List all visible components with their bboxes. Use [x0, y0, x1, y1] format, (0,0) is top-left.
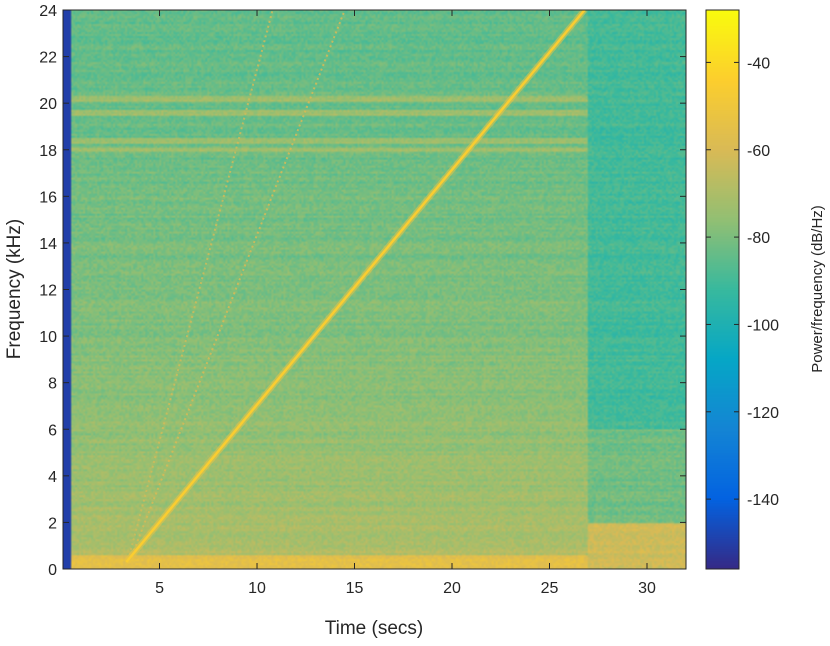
colorbar-tick-label: -80: [747, 230, 770, 247]
y-tick-label: 16: [39, 189, 57, 206]
y-tick-label: 0: [48, 562, 57, 579]
x-axis-ticks: 5 10 15 20 25 30: [155, 10, 656, 597]
y-tick-label: 8: [48, 376, 57, 393]
colorbar-label: Power/frequency (dB/Hz): [809, 205, 826, 373]
colorbar-frame: [705, 9, 740, 570]
x-tick-label: 10: [248, 580, 266, 597]
colorbar: -40 -60 -80 -100 -120 -140 Power/frequency (d…: [705, 9, 826, 570]
y-tick-label: 14: [39, 236, 57, 253]
x-tick-label: 15: [346, 580, 364, 597]
colorbar-gradient: [706, 10, 739, 569]
colorbar-tick-label: -100: [747, 317, 779, 334]
harmonic-chirp-trace-2: [129, 10, 346, 561]
y-axis-label: Frequency (kHz): [4, 219, 25, 359]
colorbar-ticks: -40 -60 -80 -100 -120 -140: [706, 55, 779, 509]
y-tick-label: 24: [39, 3, 57, 20]
y-tick-label: 18: [39, 143, 57, 160]
chirp-traces: [124, 10, 587, 564]
spectrogram-heatmap: [63, 10, 686, 569]
x-tick-label: 5: [155, 580, 164, 597]
colorbar-tick-label: -120: [747, 405, 779, 422]
y-tick-label: 4: [48, 469, 57, 486]
colorbar-tick-label: -140: [747, 492, 779, 509]
x-axis-label: Time (secs): [325, 618, 424, 639]
x-tick-label: 20: [443, 580, 461, 597]
colorbar-tick-label: -40: [747, 55, 770, 72]
colorbar-tick-label: -60: [747, 143, 770, 160]
main-chirp-trace: [125, 10, 586, 563]
y-tick-label: 22: [39, 50, 57, 67]
y-tick-label: 2: [48, 515, 57, 532]
y-tick-label: 12: [39, 283, 57, 300]
x-tick-label: 30: [638, 580, 656, 597]
x-tick-label: 25: [541, 580, 559, 597]
y-tick-label: 20: [39, 96, 57, 113]
y-tick-label: 6: [48, 422, 57, 439]
y-tick-label: 10: [39, 329, 57, 346]
